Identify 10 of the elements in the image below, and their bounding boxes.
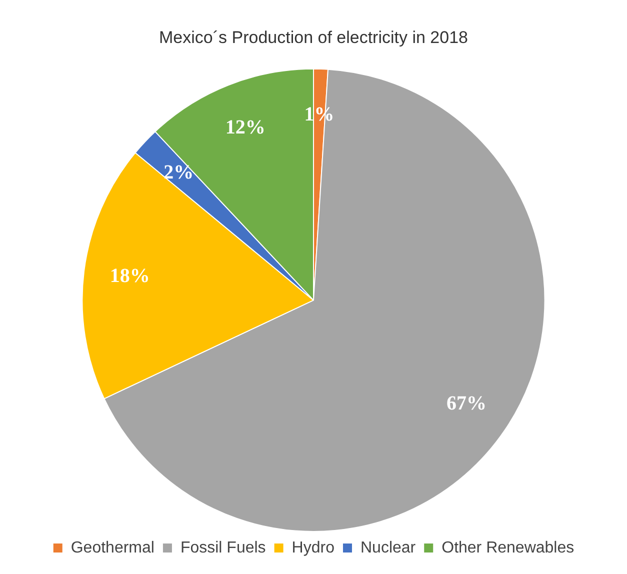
legend-label: Fossil Fuels: [180, 539, 266, 556]
data-label: 67%: [446, 392, 487, 414]
chart-title: Mexico´s Production of electricity in 2018: [159, 28, 468, 47]
data-label: 12%: [225, 116, 266, 138]
legend-label: Nuclear: [360, 539, 416, 556]
data-label: 2%: [164, 162, 194, 184]
legend-label: Hydro: [292, 539, 335, 556]
legend-label: Geothermal: [70, 539, 154, 556]
legend-label: Other Renewables: [442, 539, 574, 556]
data-label: 18%: [110, 265, 150, 288]
